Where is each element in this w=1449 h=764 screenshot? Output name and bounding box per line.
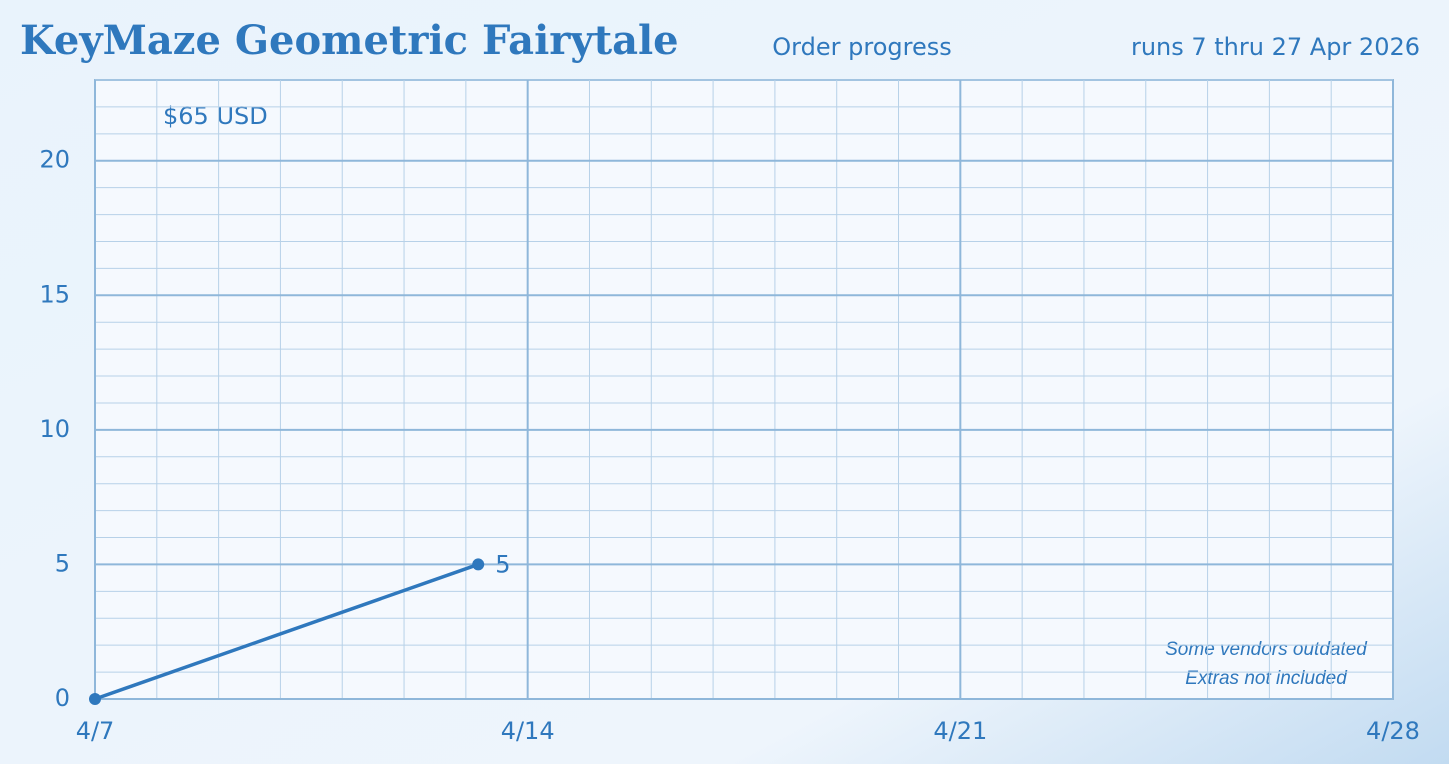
series-line	[94, 562, 479, 701]
x-tick-label: 4/7	[76, 717, 115, 745]
x-tick-label: 4/21	[933, 717, 987, 745]
y-tick-label: 10	[39, 415, 70, 443]
y-tick-label: 20	[39, 146, 70, 174]
note: Some vendors outdated	[1165, 639, 1368, 660]
date-range: runs 7 thru 27 Apr 2026	[1131, 33, 1420, 61]
y-tick-label: 15	[39, 280, 70, 308]
data-label: 5	[495, 550, 510, 578]
y-tick-label: 5	[55, 549, 70, 577]
chart-subtitle: Order progress	[772, 33, 951, 61]
x-tick-label: 4/28	[1366, 717, 1420, 745]
point	[89, 693, 101, 705]
plot-area	[94, 79, 1394, 700]
point	[472, 558, 485, 571]
annotation: $65 USD	[163, 102, 268, 130]
chart-title: KeyMaze Geometric Fairytale	[20, 17, 679, 64]
note: Extras not included	[1185, 668, 1348, 689]
y-tick-label: 0	[55, 684, 70, 712]
x-tick-label: 4/14	[501, 717, 555, 745]
